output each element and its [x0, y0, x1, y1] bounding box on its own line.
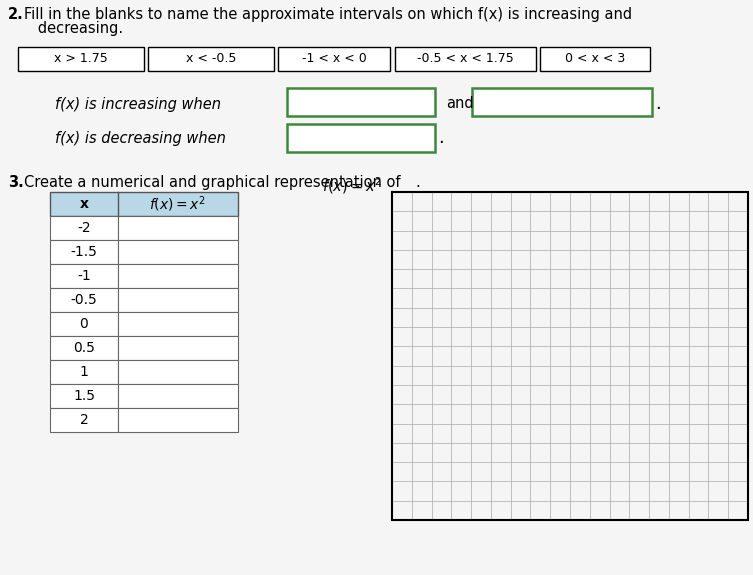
Text: Fill in the blanks to name the approximate intervals on which f(x) is increasing: Fill in the blanks to name the approxima…	[24, 7, 632, 22]
Text: 2: 2	[80, 413, 88, 427]
Text: .: .	[655, 95, 660, 113]
FancyBboxPatch shape	[118, 264, 238, 288]
FancyBboxPatch shape	[18, 47, 144, 71]
Text: f(x) is increasing when: f(x) is increasing when	[55, 97, 221, 112]
FancyBboxPatch shape	[50, 360, 118, 384]
Text: -2: -2	[78, 221, 91, 235]
Text: .: .	[415, 175, 419, 190]
Text: and: and	[446, 97, 474, 112]
FancyBboxPatch shape	[118, 336, 238, 360]
FancyBboxPatch shape	[395, 47, 536, 71]
FancyBboxPatch shape	[50, 336, 118, 360]
Text: 0 < x < 3: 0 < x < 3	[565, 52, 625, 66]
Text: 1: 1	[80, 365, 88, 379]
Text: $f(x) = x^2$: $f(x) = x^2$	[322, 175, 382, 196]
FancyBboxPatch shape	[278, 47, 390, 71]
FancyBboxPatch shape	[118, 312, 238, 336]
FancyBboxPatch shape	[118, 240, 238, 264]
Text: 3.: 3.	[8, 175, 24, 190]
Text: 2.: 2.	[8, 7, 24, 22]
FancyBboxPatch shape	[50, 408, 118, 432]
Text: x > 1.75: x > 1.75	[54, 52, 108, 66]
FancyBboxPatch shape	[472, 88, 652, 116]
FancyBboxPatch shape	[50, 384, 118, 408]
FancyBboxPatch shape	[118, 408, 238, 432]
Text: .: .	[438, 129, 444, 147]
Text: $f(x) = x^2$: $f(x) = x^2$	[150, 194, 206, 214]
Text: -0.5: -0.5	[71, 293, 97, 307]
FancyBboxPatch shape	[50, 192, 238, 216]
Text: f(x) is decreasing when: f(x) is decreasing when	[55, 131, 226, 145]
Text: -1.5: -1.5	[71, 245, 97, 259]
FancyBboxPatch shape	[50, 288, 118, 312]
Text: -1 < x < 0: -1 < x < 0	[302, 52, 367, 66]
FancyBboxPatch shape	[540, 47, 650, 71]
FancyBboxPatch shape	[118, 360, 238, 384]
FancyBboxPatch shape	[287, 88, 435, 116]
Text: 0.5: 0.5	[73, 341, 95, 355]
Text: 1.5: 1.5	[73, 389, 95, 403]
FancyBboxPatch shape	[50, 264, 118, 288]
Text: x: x	[80, 197, 89, 211]
Text: x < -0.5: x < -0.5	[186, 52, 236, 66]
FancyBboxPatch shape	[287, 124, 435, 152]
FancyBboxPatch shape	[50, 240, 118, 264]
FancyBboxPatch shape	[50, 312, 118, 336]
Text: Create a numerical and graphical representation of: Create a numerical and graphical represe…	[24, 175, 405, 190]
FancyBboxPatch shape	[118, 384, 238, 408]
Text: -0.5 < x < 1.75: -0.5 < x < 1.75	[417, 52, 514, 66]
FancyBboxPatch shape	[118, 288, 238, 312]
FancyBboxPatch shape	[148, 47, 274, 71]
Text: decreasing.: decreasing.	[24, 21, 123, 36]
FancyBboxPatch shape	[50, 216, 118, 240]
Text: -1: -1	[77, 269, 91, 283]
Text: 0: 0	[80, 317, 88, 331]
FancyBboxPatch shape	[118, 216, 238, 240]
